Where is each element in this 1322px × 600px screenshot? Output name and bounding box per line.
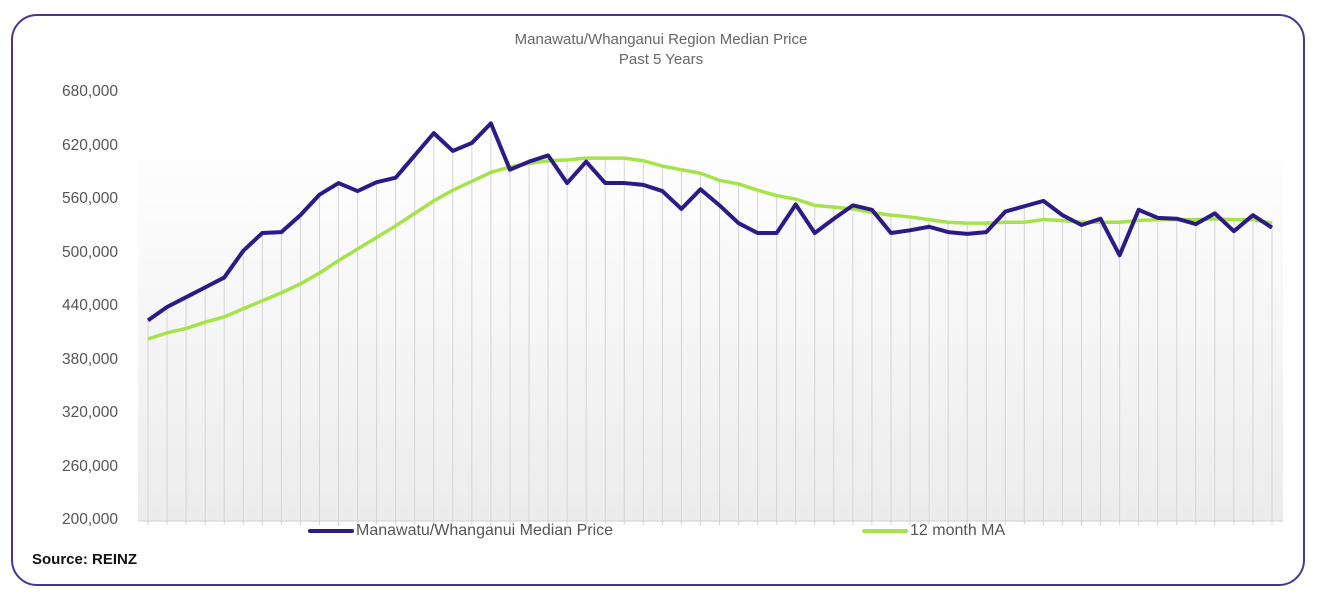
y-tick-label: 380,000 [61, 350, 118, 368]
y-tick-label: 320,000 [61, 404, 118, 421]
legend-swatch-median [308, 529, 354, 533]
chart-subtitle: Past 5 Years [618, 51, 704, 68]
y-tick-label: 260,000 [61, 457, 118, 475]
y-tick-label: 440,000 [61, 297, 118, 314]
y-tick-label: 620,000 [61, 136, 118, 154]
chart-title: Manawatu/Whanganui Region Median Price [514, 31, 808, 48]
legend-label-ma: 12 month MA [910, 522, 1006, 539]
chart-frame [11, 14, 1305, 586]
legend-label-median: Manawatu/Whanganui Median Price [356, 522, 614, 539]
source-note: Source: REINZ [32, 551, 138, 568]
legend-item-median: Manawatu/Whanganui Median Price [308, 522, 613, 540]
legend-swatch-ma [862, 529, 908, 533]
y-tick-label: 200,000 [61, 511, 118, 528]
y-tick-label: 680,000 [61, 83, 118, 100]
plot-background [138, 130, 1283, 521]
y-tick-label: 560,000 [61, 190, 118, 207]
y-tick-label: 500,000 [61, 243, 118, 261]
legend-item-ma: 12 month MA [862, 522, 1005, 540]
series-median-price-line [146, 121, 1274, 323]
